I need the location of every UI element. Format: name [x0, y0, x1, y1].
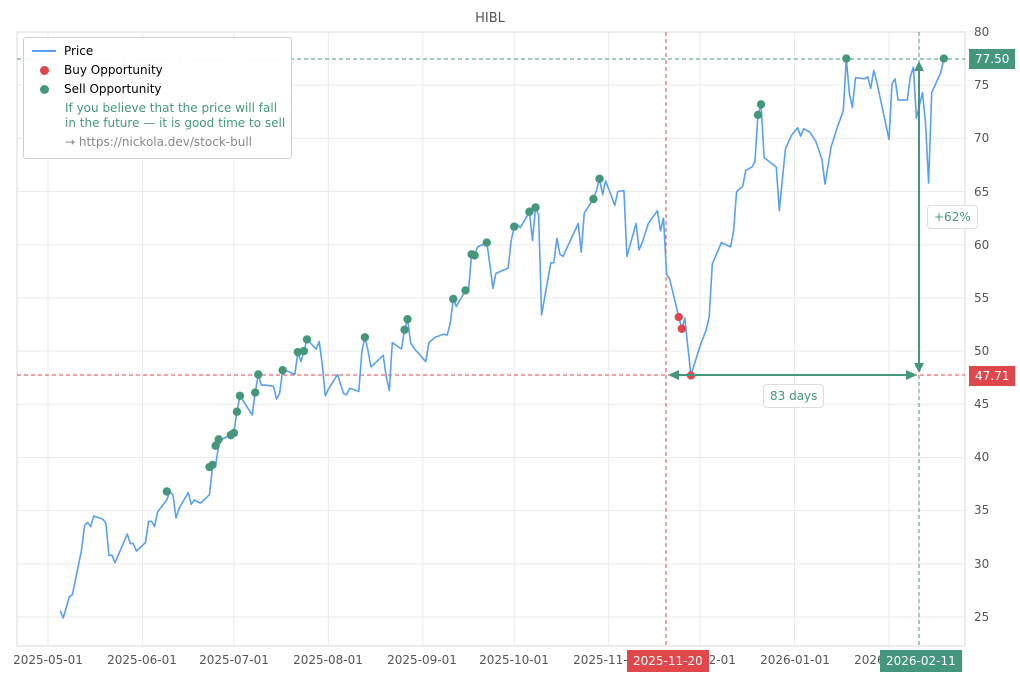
arrow-head-down-icon	[914, 363, 924, 373]
legend-label: Buy Opportunity	[64, 63, 163, 77]
chart-title: HIBL	[475, 11, 505, 26]
legend-item-buy: Buy Opportunity	[24, 63, 163, 77]
legend-label: Price	[64, 44, 94, 58]
plot-frame	[16, 31, 966, 647]
x-tick: 2025-07-01	[199, 653, 269, 667]
marker-dot	[461, 286, 470, 295]
marker-dot	[756, 100, 766, 109]
marker-dot	[531, 203, 540, 212]
marker-dot	[229, 428, 239, 438]
buy-date-badge: 2025-11-20	[627, 650, 709, 672]
marker-dot	[254, 370, 263, 379]
y-tick: 80	[974, 25, 990, 39]
marker-dot	[482, 238, 491, 247]
marker-dot	[595, 174, 604, 183]
buy-price-badge: 47.71	[969, 366, 1016, 386]
marker-dot	[525, 207, 534, 216]
x-tick: 2025-05-01	[13, 653, 83, 667]
marker-dot	[235, 391, 245, 400]
y-tick: 65	[974, 185, 990, 199]
legend-label: Sell Opportunity	[64, 82, 162, 96]
y-tick: 60	[974, 238, 990, 252]
y-tick: 45	[974, 397, 990, 411]
legend-note-line-2: in the future — it is good time to sell	[65, 116, 286, 130]
green-dot-icon	[39, 84, 49, 94]
legend-note-line-1: If you believe that the price will fall	[65, 101, 278, 115]
legend: Price Buy Opportunity Sell Opportunity I…	[23, 37, 292, 159]
price-line	[59, 57, 945, 619]
y-tick: 30	[974, 557, 990, 571]
sell-opportunity-markers	[162, 54, 949, 496]
legend-link[interactable]: → https://nickola.dev/stock-bull	[65, 135, 252, 149]
red-dot-icon	[39, 65, 49, 75]
y-tick: 40	[974, 450, 990, 464]
marker-dot	[677, 324, 686, 333]
marker-dot	[842, 54, 851, 63]
x-tick: 2026-01-01	[760, 653, 830, 667]
y-tick: 70	[974, 131, 990, 145]
y-tick: 75	[974, 78, 990, 92]
marker-dot	[470, 251, 479, 260]
x-tick: 2025-10-01	[479, 653, 549, 667]
marker-dot	[211, 441, 220, 450]
marker-dot	[753, 110, 763, 120]
marker-dot	[251, 388, 260, 397]
marker-dot	[299, 346, 309, 356]
x-tick: 2025-06-01	[107, 653, 177, 667]
marker-dot	[449, 294, 458, 304]
marker-dot	[589, 194, 598, 204]
marker-dot	[278, 366, 287, 375]
marker-dot	[400, 325, 409, 335]
arrow-head-up-icon	[914, 61, 924, 71]
arrow-head-right-icon	[906, 370, 917, 380]
sell-price-badge: 77.50	[969, 49, 1016, 69]
marker-dot	[403, 314, 412, 324]
legend-item-price: Price	[24, 44, 93, 58]
x-tick: 2025-09-01	[387, 653, 457, 667]
marker-dot	[232, 407, 242, 416]
y-tick: 50	[974, 344, 990, 358]
marker-dot	[214, 435, 223, 444]
marker-dot	[360, 333, 370, 342]
marker-dot	[162, 487, 172, 496]
marker-dot	[208, 460, 217, 470]
sell-date-badge: 2026-02-11	[880, 650, 962, 672]
marker-dot	[674, 312, 683, 322]
marker-dot	[939, 54, 949, 63]
marker-dot	[510, 222, 519, 231]
y-tick: 25	[974, 610, 990, 624]
y-tick: 55	[974, 291, 990, 305]
y-tick: 35	[974, 503, 990, 517]
arrow-head-left-icon	[668, 370, 679, 380]
gain-label: +62%	[927, 205, 978, 229]
x-tick: 2025-11-01	[573, 653, 643, 667]
line-swatch-icon	[32, 50, 56, 52]
legend-item-sell: Sell Opportunity	[24, 82, 162, 96]
x-tick: 2025-08-01	[293, 653, 363, 667]
marker-dot	[302, 335, 312, 344]
duration-label: 83 days	[763, 384, 825, 408]
